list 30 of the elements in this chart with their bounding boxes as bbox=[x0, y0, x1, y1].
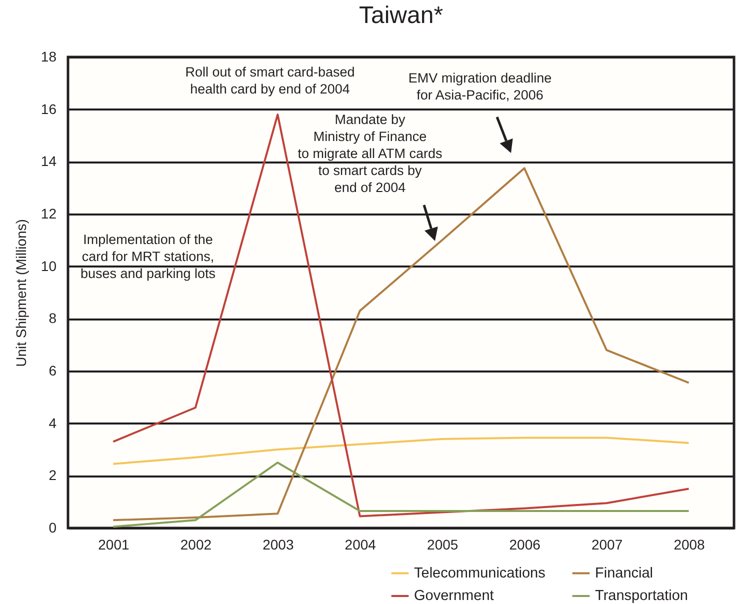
x-tick-label: 2001 bbox=[98, 536, 130, 552]
y-tick-label: 8 bbox=[48, 310, 57, 326]
x-tick-label: 2004 bbox=[344, 536, 376, 552]
y-tick-label: 2 bbox=[48, 467, 57, 484]
y-tick-label: 6 bbox=[48, 362, 57, 378]
y-tick-label: 18 bbox=[40, 48, 57, 64]
y-tick-label: 0 bbox=[48, 520, 57, 536]
annotation: Implementation of the card for MRT stations, buses and parking lots bbox=[80, 232, 216, 281]
annotation: Mandate by Ministry of Finance to migrate all ATM cards to smart cards by end of 2004 bbox=[298, 112, 443, 195]
x-tick-label: 2005 bbox=[427, 536, 458, 552]
y-tick-label: 14 bbox=[40, 153, 57, 170]
line-series bbox=[112, 462, 690, 528]
legend-label: Telecommunications bbox=[414, 565, 546, 582]
legend-label: Transportation bbox=[595, 588, 688, 604]
y-tick-label: 12 bbox=[40, 206, 57, 222]
y-tick-label: 10 bbox=[40, 258, 57, 274]
chart-title: Taiwan* bbox=[358, 2, 444, 29]
annotation: Roll out of smart card-based health card by end of 2004 bbox=[185, 64, 355, 96]
y-tick-label: 4 bbox=[48, 414, 57, 431]
x-tick-label: 2007 bbox=[591, 536, 623, 552]
annotation: EMV migration deadline for Asia-Pacific, 2006 bbox=[408, 70, 552, 102]
y-tick-label: 16 bbox=[40, 100, 57, 117]
x-tick-label: 2006 bbox=[509, 536, 541, 552]
legend-label: Financial bbox=[595, 565, 654, 582]
x-tick-label: 2008 bbox=[674, 536, 706, 552]
legend-label: Government bbox=[414, 588, 494, 604]
x-tick-label: 2003 bbox=[262, 536, 294, 552]
line-series bbox=[112, 436, 690, 465]
y-axis-title: Unit Shipment (Millions) bbox=[12, 219, 29, 367]
x-tick-label: 2002 bbox=[180, 536, 212, 552]
